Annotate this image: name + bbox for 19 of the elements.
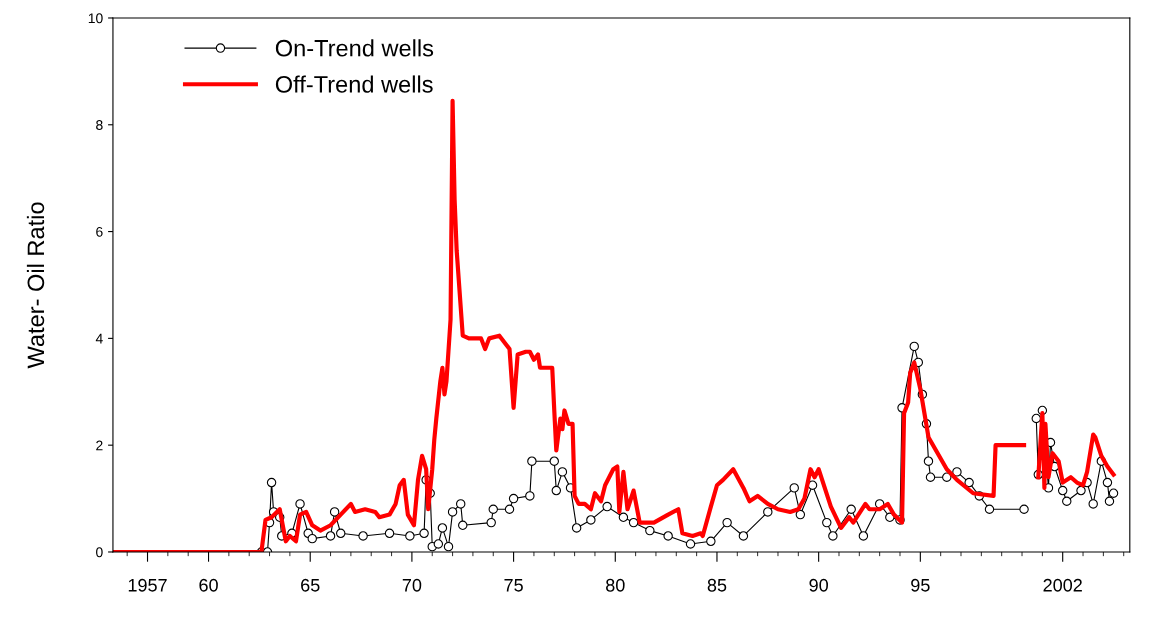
x-tick-label: 65	[301, 578, 320, 592]
x-tick-label: 85	[707, 578, 727, 592]
y-tick-label: 4	[95, 333, 103, 344]
x-tick-label: 90	[809, 578, 828, 592]
x-tick-label: 1957	[128, 578, 167, 592]
x-tick-label: 70	[402, 578, 422, 592]
legend-label: On-Trend wells	[275, 39, 434, 57]
x-tick-label: 95	[911, 578, 930, 592]
x-tick-label: 60	[199, 578, 218, 592]
x-tick-label: 75	[504, 579, 523, 592]
y-tick-label: 2	[96, 440, 103, 451]
y-tick-label: 8	[96, 120, 103, 130]
legend-label: Off-Trend wells	[275, 75, 433, 93]
x-tick-label: 80	[606, 578, 625, 592]
x-tick-label: 2002	[1043, 578, 1082, 592]
y-axis-title: Water- Oil Ratio	[26, 202, 45, 369]
y-tick-label: 10	[88, 13, 103, 24]
y-tick-label: 6	[96, 226, 103, 237]
y-tick-label: 0	[96, 547, 103, 558]
